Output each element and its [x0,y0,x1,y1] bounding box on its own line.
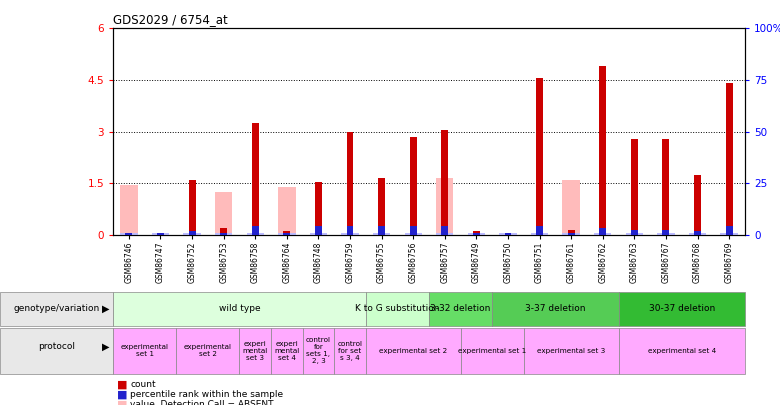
Text: experimental set 3: experimental set 3 [537,348,605,354]
Bar [594,233,612,235]
Bar [531,233,548,235]
Text: value, Detection Call = ABSENT: value, Detection Call = ABSENT [130,400,274,405]
Text: wild type: wild type [218,304,261,313]
Bar [631,139,638,235]
Text: control
for
sets 1,
2, 3: control for sets 1, 2, 3 [306,337,331,365]
Text: 3-37 deletion: 3-37 deletion [525,304,586,313]
Bar [499,233,516,235]
Bar [441,130,448,235]
Bar [189,232,196,235]
Text: experimental set 4: experimental set 4 [647,348,716,354]
Bar [725,83,732,235]
Bar [120,185,137,235]
Bar [568,230,575,235]
Bar [410,226,417,235]
Bar [283,233,290,235]
Bar [278,233,296,235]
Bar [662,230,669,235]
Text: experimental
set 2: experimental set 2 [184,344,232,358]
Text: 30-37 deletion: 30-37 deletion [649,304,714,313]
Bar [120,233,137,235]
Text: ▶: ▶ [101,341,109,351]
Bar [473,232,480,235]
Text: count: count [130,380,156,389]
Bar [220,233,227,235]
Bar [662,139,669,235]
Bar [252,123,259,235]
Text: control
for set
s 3, 4: control for set s 3, 4 [338,341,363,361]
Text: ■: ■ [117,400,127,405]
Bar [315,226,322,235]
Bar [183,233,200,235]
Bar [315,181,322,235]
Bar [694,232,701,235]
Bar [562,180,580,235]
Bar [626,233,643,235]
Bar [373,233,390,235]
Bar [410,137,417,235]
Bar [631,230,638,235]
Bar [436,233,453,235]
Text: GDS2029 / 6754_at: GDS2029 / 6754_at [113,13,228,26]
Text: experimental set 2: experimental set 2 [379,348,447,354]
Text: ▶: ▶ [101,304,109,314]
Text: protocol: protocol [38,342,75,351]
Bar [536,226,543,235]
Bar [378,226,385,235]
Bar [283,232,290,235]
Text: experi
mental
set 3: experi mental set 3 [243,341,268,361]
Bar [189,180,196,235]
Bar [473,233,480,235]
Bar [278,187,296,235]
Bar [157,233,164,235]
Bar [246,233,264,235]
Bar [599,66,606,235]
Text: experi
mental
set 4: experi mental set 4 [275,341,300,361]
Bar [346,132,353,235]
Bar [157,233,164,235]
Text: ■: ■ [117,379,127,389]
Bar [441,226,448,235]
Bar [505,233,512,235]
Bar [505,233,512,235]
Bar [536,78,543,235]
Text: 3-32 deletion: 3-32 deletion [431,304,491,313]
Bar [215,192,232,235]
Bar [599,228,606,235]
Bar [568,233,575,235]
Bar [215,233,232,235]
Bar [126,233,133,235]
Bar [346,226,353,235]
Bar [468,233,485,235]
Bar [436,178,453,235]
Bar [694,175,701,235]
Bar [220,228,227,235]
Bar [689,233,706,235]
Text: ■: ■ [117,390,127,399]
Bar [252,226,259,235]
Bar [725,226,732,235]
Text: percentile rank within the sample: percentile rank within the sample [130,390,283,399]
Bar [378,178,385,235]
Text: K to G substitution: K to G substitution [355,304,440,313]
Bar [342,233,359,235]
Bar [658,233,675,235]
Bar [405,233,422,235]
Bar [562,233,580,235]
Bar [310,233,327,235]
Text: experimental
set 1: experimental set 1 [121,344,168,358]
Bar [152,233,169,235]
Text: genotype/variation: genotype/variation [13,304,100,313]
Bar [126,233,133,235]
Text: experimental set 1: experimental set 1 [458,348,526,354]
Bar [721,233,738,235]
